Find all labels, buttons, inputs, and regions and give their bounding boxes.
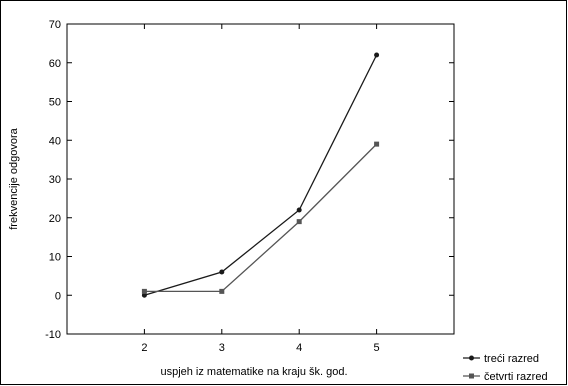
y-tick-label: 70 [49,19,61,31]
series-2 [141,141,380,294]
y-tick-label: 30 [49,174,61,186]
data-point [374,52,380,58]
data-point [219,269,225,275]
legend: treći razred četvrti razred [463,353,548,383]
y-axis-ticks: -10 0 10 20 30 40 50 60 70 [45,19,454,341]
series-line [144,54,378,296]
y-tick-label: 60 [49,58,61,70]
series-line [144,143,378,293]
data-point [141,288,147,294]
x-tick-label: 2 [141,342,147,354]
y-tick-label: 0 [55,290,61,302]
x-axis-ticks: 2 3 4 5 [141,24,380,354]
legend-marker-square [469,373,474,379]
series-1 [141,52,380,298]
y-axis-title: frekvencije odgovora [8,127,20,229]
series-layer [141,52,380,298]
legend-label: treći razred [484,353,539,365]
legend-item: četvrti razred [463,371,548,383]
x-axis-title: uspjeh iz matematike na kraju šk. god. [160,366,347,378]
y-tick-label: -10 [45,329,61,341]
y-tick-label: 20 [49,213,61,225]
legend-label: četvrti razred [484,371,548,383]
x-tick-label: 4 [296,342,302,354]
y-tick-label: 10 [49,252,61,264]
data-point [141,292,147,298]
y-tick-label: 40 [49,135,61,147]
legend-item: treći razred [463,353,539,365]
x-tick-label: 3 [219,342,225,354]
data-point [374,141,380,147]
legend-marker-circle [469,355,474,361]
data-point [219,288,225,294]
y-tick-label: 50 [49,97,61,109]
data-point [296,219,302,225]
x-tick-label: 5 [374,342,380,354]
data-point [296,207,302,213]
